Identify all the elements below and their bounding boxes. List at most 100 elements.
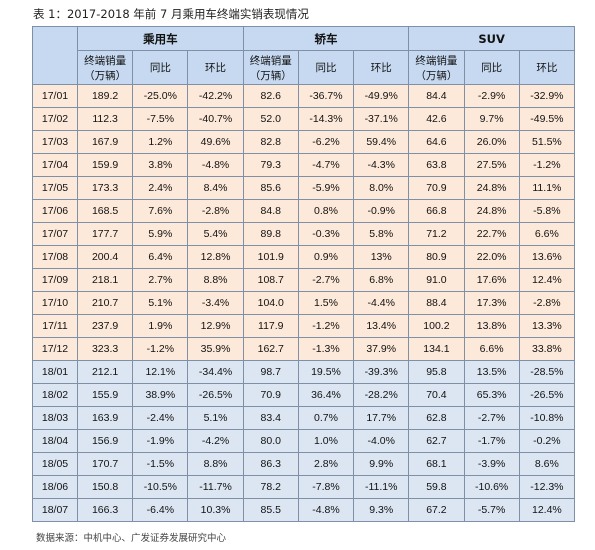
table-title: 表 1：2017-2018 年前 7 月乘用车终端实销表现情况 [33,7,309,21]
month-cell: 18/03 [32,406,78,430]
table-cell: 166.3 [76,498,134,522]
table-cell: 112.3 [76,107,134,131]
table-cell: -4.3% [353,153,410,177]
table-cell: -12.3% [518,475,576,499]
table-cell: 11.1% [518,176,576,200]
table-cell: 101.9 [242,245,299,269]
table-cell: -1.5% [132,452,189,476]
table-cell: 6.6% [518,222,576,246]
table-cell: 173.3 [76,176,134,200]
month-cell: 17/05 [32,176,78,200]
table-body: 17/01 189.2 -25.0% -42.2% 82.6 -36.7% -49.9% 84… [32,84,576,522]
table-cell: -34.4% [187,360,244,384]
sub-header-line: （万辆） [415,69,458,82]
table-cell: -4.8% [187,153,244,177]
table-cell: 27.5% [463,153,520,177]
table-cell: 177.7 [76,222,134,246]
table-cell: 82.8 [242,130,299,154]
table-cell: -25.0% [132,84,189,108]
table-cell: -3.4% [187,291,244,315]
month-cell: 18/06 [32,475,78,499]
sub-header: 终端销量 （万辆） [242,50,299,85]
table-cell: -1.9% [132,429,189,453]
table-cell: -1.3% [297,337,355,361]
table-cell: 104.0 [242,291,299,315]
table-cell: -36.7% [297,84,355,108]
month-cell: 17/06 [32,199,78,223]
table-cell: 91.0 [408,268,465,292]
table-cell: 2.8% [297,452,355,476]
table-row: 18/07 166.3 -6.4% 10.3% 85.5 -4.8% 9.3% 67.2 -5.… [32,498,576,522]
table-cell: -0.3% [297,222,355,246]
table-cell: 6.4% [132,245,189,269]
table-cell: 1.2% [132,130,189,154]
table-cell: -39.3% [353,360,410,384]
table-cell: 13.3% [518,314,576,338]
table-cell: -40.7% [187,107,244,131]
month-cell: 18/01 [32,360,78,384]
table-cell: 170.7 [76,452,134,476]
table-cell: 1.0% [297,429,355,453]
table-cell: 17.7% [353,406,410,430]
table-cell: 12.4% [518,498,576,522]
table-cell: 210.7 [76,291,134,315]
table-cell: 84.8 [242,199,299,223]
table-cell: -4.7% [297,153,355,177]
table-row: 17/12 323.3 -1.2% 35.9% 162.7 -1.3% 37.9% 134.1… [32,337,576,361]
table-cell: 63.8 [408,153,465,177]
table-cell: -2.4% [132,406,189,430]
table-cell: 237.9 [76,314,134,338]
table-cell: 65.3% [463,383,520,407]
group-header: 轿车 [242,26,410,51]
table-cell: 156.9 [76,429,134,453]
table-cell: 52.0 [242,107,299,131]
table-cell: 8.0% [353,176,410,200]
table-cell: 24.8% [463,176,520,200]
month-cell: 17/12 [32,337,78,361]
table-cell: -28.2% [353,383,410,407]
table-cell: 1.5% [297,291,355,315]
month-cell: 17/03 [32,130,78,154]
table-cell: 17.3% [463,291,520,315]
table-cell: 0.7% [297,406,355,430]
table-cell: -2.8% [187,199,244,223]
table-cell: 8.6% [518,452,576,476]
table-cell: 6.8% [353,268,410,292]
table-cell: 5.4% [187,222,244,246]
month-cell: 18/07 [32,498,78,522]
table-cell: 62.7 [408,429,465,453]
sales-table: 乘用车 轿车 SUV 终端销量 （万辆） 同比 环比 终端销量 （万辆） 同比 环比 终端销量 （万辆… [32,26,576,522]
table-cell: -3.9% [463,452,520,476]
table-cell: 167.9 [76,130,134,154]
sub-header: 同比 [132,50,189,85]
month-cell: 17/01 [32,84,78,108]
table-cell: 8.8% [187,268,244,292]
table-cell: -4.0% [353,429,410,453]
table-cell: -4.4% [353,291,410,315]
table-cell: 49.6% [187,130,244,154]
month-cell: 18/02 [32,383,78,407]
table-cell: -42.2% [187,84,244,108]
table-cell: -2.8% [518,291,576,315]
table-cell: 85.6 [242,176,299,200]
table-cell: -4.2% [187,429,244,453]
table-cell: 12.8% [187,245,244,269]
table-cell: 189.2 [76,84,134,108]
table-cell: 12.1% [132,360,189,384]
table-cell: 2.4% [132,176,189,200]
table-cell: 5.9% [132,222,189,246]
month-cell: 17/04 [32,153,78,177]
table-cell: 95.8 [408,360,465,384]
table-row: 18/04 156.9 -1.9% -4.2% 80.0 1.0% -4.0% 62.7 -1.… [32,429,576,453]
month-cell: 18/04 [32,429,78,453]
table-cell: 13.8% [463,314,520,338]
table-cell: 323.3 [76,337,134,361]
sub-header: 同比 [297,50,355,85]
month-cell: 17/08 [32,245,78,269]
table-cell: 218.1 [76,268,134,292]
table-cell: -5.9% [297,176,355,200]
table-cell: 37.9% [353,337,410,361]
sub-header: 环比 [353,50,410,85]
month-cell: 18/05 [32,452,78,476]
table-cell: -6.2% [297,130,355,154]
